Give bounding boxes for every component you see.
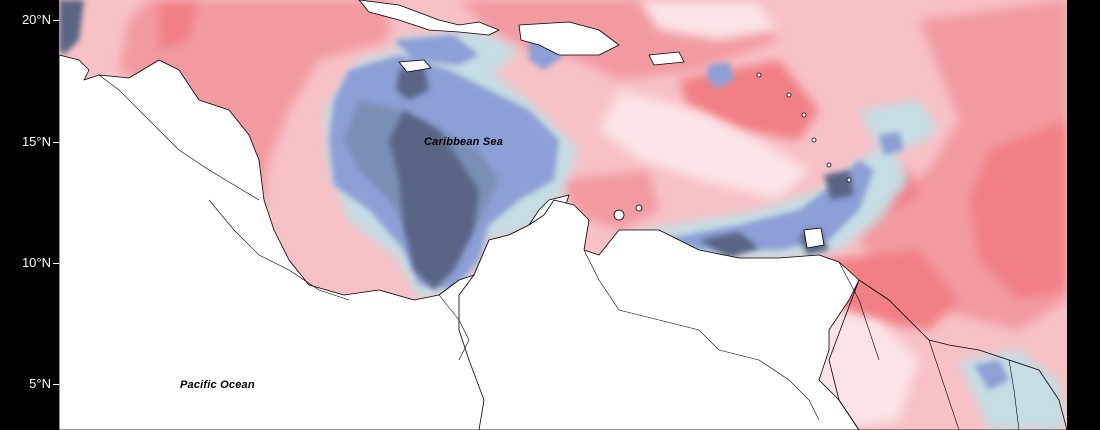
country-borders bbox=[98, 74, 1020, 430]
neutral-band-central bbox=[599, 90, 809, 200]
border-honduras bbox=[178, 149, 260, 201]
lat-tick-5n: 5°N bbox=[29, 376, 51, 391]
lat-tick-mark-5n bbox=[53, 384, 59, 385]
antilles-island-1 bbox=[756, 72, 762, 78]
hispaniola-island bbox=[518, 21, 620, 56]
caribbean-sea-label: Caribbean Sea bbox=[424, 136, 504, 148]
cool-patch-venezuela-outer bbox=[639, 140, 909, 260]
jamaica-island bbox=[398, 59, 432, 73]
border-colombia-venezuela bbox=[583, 249, 720, 351]
aruba-curacao-island bbox=[613, 209, 625, 221]
antilles-island-4 bbox=[811, 137, 817, 143]
lat-tick-mark-15n bbox=[53, 142, 59, 143]
cuba-light-blue-core bbox=[394, 35, 479, 65]
south-america-landmass bbox=[458, 199, 860, 430]
coast-cool-spot bbox=[974, 360, 1009, 390]
antilles-island-2 bbox=[786, 92, 792, 98]
guiana-coastline bbox=[828, 279, 1067, 430]
cuba-island bbox=[358, 0, 500, 36]
puerto-rico-island bbox=[648, 51, 685, 66]
cool-anomaly-darkest bbox=[59, 0, 854, 290]
border-guatemala bbox=[98, 74, 180, 151]
antilles-island-5 bbox=[826, 162, 832, 168]
lat-tick-15n: 15°N bbox=[21, 134, 51, 149]
border-panama-colombia bbox=[438, 294, 470, 361]
map-panel[interactable]: Caribbean Sea Pacific Ocean bbox=[59, 0, 1067, 430]
neutral-band-north bbox=[639, 0, 779, 40]
windward-cool-spot bbox=[879, 132, 904, 155]
lat-tick-mark-20n bbox=[53, 20, 59, 21]
gulf-dark-core bbox=[59, 0, 84, 55]
trinidad-island bbox=[803, 227, 825, 249]
venezuela-dark-core bbox=[699, 232, 759, 258]
pacific-ocean-label: Pacific Ocean bbox=[180, 379, 255, 391]
jamaica-dark-core bbox=[396, 65, 429, 100]
map-frame-right-border bbox=[1067, 0, 1100, 430]
antilles-island-6 bbox=[846, 177, 852, 183]
border-nicaragua bbox=[208, 199, 290, 271]
border-suriname-guiana bbox=[1008, 359, 1020, 430]
lat-tick-20n: 20°N bbox=[21, 12, 51, 27]
border-guyana-suriname bbox=[928, 339, 960, 430]
puerto-rico-cool-spot bbox=[707, 62, 734, 88]
warm-patch-yucatan bbox=[159, 0, 199, 50]
bonaire-island bbox=[635, 204, 643, 212]
border-venezuela-brazil bbox=[718, 349, 820, 421]
border-venezuela-guyana bbox=[838, 261, 880, 361]
lat-tick-mark-10n bbox=[53, 263, 59, 264]
warm-patch-guiana bbox=[819, 250, 959, 330]
caribbean-dark-core bbox=[389, 110, 479, 290]
anomaly-map bbox=[59, 0, 1067, 430]
antilles-island-3 bbox=[801, 112, 807, 118]
cool-patch-antilles bbox=[859, 100, 939, 150]
warm-patch-far-east bbox=[969, 120, 1067, 300]
venezuela-light-blue-core bbox=[659, 160, 874, 250]
land-masses bbox=[59, 0, 1067, 430]
warm-patch-west bbox=[119, 0, 389, 290]
grenada-dark-core bbox=[824, 170, 854, 200]
lat-tick-10n: 10°N bbox=[21, 255, 51, 270]
border-costa-rica bbox=[288, 269, 350, 301]
